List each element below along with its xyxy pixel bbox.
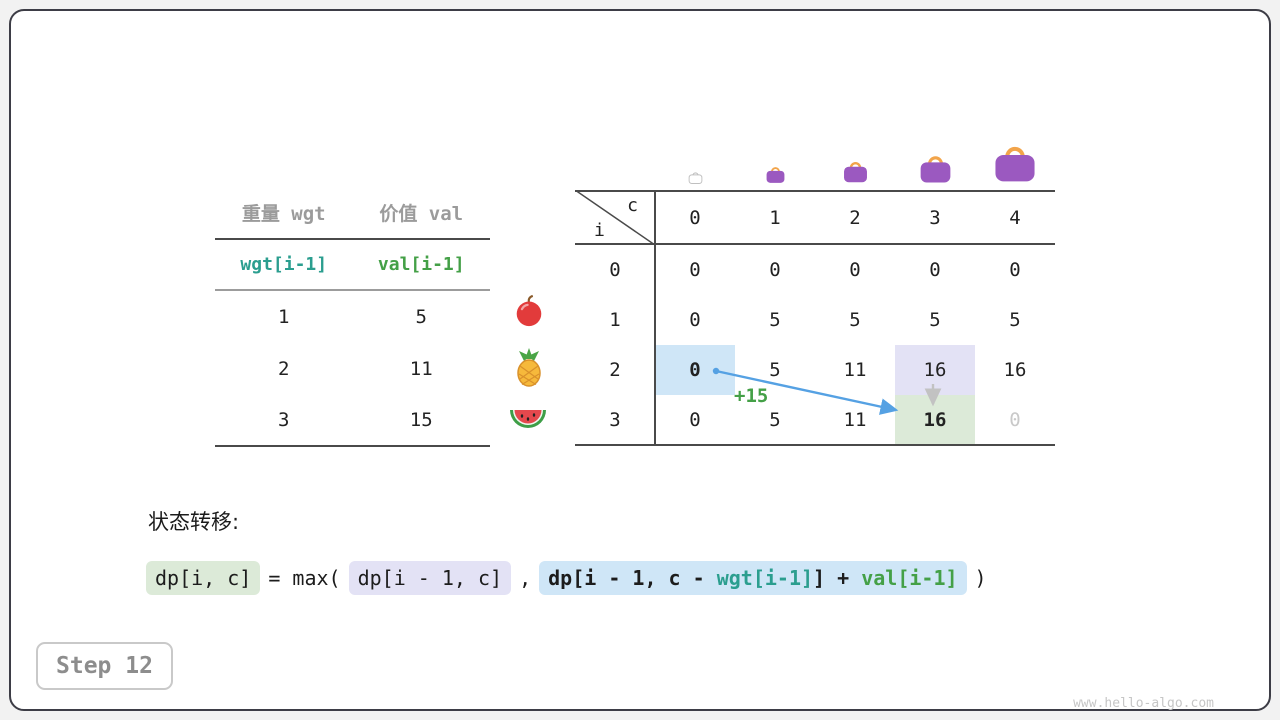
item-3-weight: 3	[278, 409, 290, 431]
dp-grid: c i 0 1 2 3 4 0 0 0 0 0 0 1 0 5 5 5 5 2 …	[575, 190, 1055, 445]
dp-row-header-3: 3	[609, 409, 621, 431]
dp-bottom-border	[575, 444, 1055, 446]
corner-row-label: i	[594, 220, 605, 241]
dp-col-header-4: 4	[1009, 206, 1021, 229]
dp-cell-0-0: 0	[689, 259, 701, 281]
dp-col-header-1: 1	[769, 206, 781, 229]
dp-table: c i 0 1 2 3 4 0 0 0 0 0 0 1 0 5 5 5 5 2 …	[575, 190, 1055, 446]
dp-row-header-1: 1	[609, 309, 621, 331]
watermark: www.hello-algo.com	[1073, 696, 1214, 711]
dp-cell-0-1: 0	[769, 259, 781, 281]
watermelon-icon	[508, 404, 548, 438]
val-formula-label: val[i-1]	[377, 254, 465, 275]
step-indicator: Step 12	[36, 642, 173, 690]
bag-icon-capacity-2	[815, 158, 895, 184]
dp-top-border	[575, 190, 1055, 192]
dp-col-header-0: 0	[689, 206, 701, 229]
state-transition-label: 状态转移:	[148, 510, 240, 534]
items-table-header: 重量 wgt 价值 val	[215, 186, 490, 240]
bag-icon-capacity-1	[735, 164, 815, 184]
dp-take-term: dp[i - 1, c - wgt[i-1]] + val[i-1]	[539, 561, 967, 595]
item-1-value: 5	[415, 306, 427, 328]
close-paren-text: )	[974, 566, 987, 590]
item-2-weight: 2	[278, 358, 290, 380]
dp-col-header-2: 2	[849, 206, 861, 229]
dp-cell-0-4: 0	[1009, 259, 1021, 281]
dp-cell-3-0: 0	[689, 409, 701, 431]
take-term-prefix: dp[i - 1, c -	[548, 566, 717, 590]
dp-current-term: dp[i, c]	[146, 561, 261, 595]
value-column-header: 价值 val	[379, 202, 464, 225]
dp-cell-3-4-pending: 0	[1009, 409, 1021, 431]
dp-cell-2-0-source-highlight: 0	[655, 345, 735, 395]
weight-column-header: 重量 wgt	[241, 202, 326, 225]
dp-vertical-border	[654, 190, 656, 446]
dp-cell-2-3-compare-highlight: 16	[895, 345, 975, 395]
pineapple-icon	[510, 348, 548, 392]
capacity-bags-row	[655, 124, 1055, 184]
dp-cell-3-3-result-highlight: 16	[895, 395, 975, 445]
dp-col-header-3: 3	[929, 206, 941, 229]
take-term-val: val[i-1]	[861, 566, 958, 590]
dp-cell-1-3: 5	[929, 309, 941, 331]
bag-icon-capacity-3	[895, 151, 975, 184]
transition-gain-label: +15	[734, 385, 769, 407]
item-1-weight: 1	[278, 306, 290, 328]
dp-header-border	[575, 243, 1055, 245]
take-term-wgt: wgt[i-1]	[716, 566, 814, 590]
item-row-3: 3 15	[215, 395, 490, 447]
item-2-value: 11	[409, 358, 433, 380]
equals-max-text: = max(	[268, 566, 341, 590]
apple-icon	[512, 294, 546, 332]
dp-skip-term: dp[i - 1, c]	[348, 561, 512, 595]
wgt-formula-label: wgt[i-1]	[240, 254, 328, 275]
step-label: Step 12	[56, 653, 153, 679]
bag-icon-capacity-4	[975, 140, 1055, 184]
transition-formula: dp[i, c] = max( dp[i - 1, c] , dp[i - 1,…	[146, 561, 988, 595]
comma-text: ,	[519, 566, 532, 590]
item-row-2: 2 11	[215, 343, 490, 395]
dp-cell-2-4: 16	[1003, 359, 1027, 381]
take-term-mid: ] +	[813, 566, 862, 590]
item-row-1: 1 5	[215, 291, 490, 343]
corner-col-label: c	[627, 195, 638, 216]
dp-corner-cell: c i	[575, 190, 655, 245]
items-table-formula-row: wgt[i-1] val[i-1]	[215, 240, 490, 291]
dp-cell-1-4: 5	[1009, 309, 1021, 331]
dp-row-header-2: 2	[609, 359, 621, 381]
dp-cell-2-2: 11	[843, 359, 867, 381]
dp-cell-1-1: 5	[769, 309, 781, 331]
dp-cell-1-2: 5	[849, 309, 861, 331]
item-3-value: 15	[409, 409, 433, 431]
dp-cell-0-3: 0	[929, 259, 941, 281]
bag-icon-capacity-0	[655, 170, 735, 184]
dp-cell-0-2: 0	[849, 259, 861, 281]
dp-cell-3-1: 5	[769, 409, 781, 431]
dp-cell-1-0: 0	[689, 309, 701, 331]
items-table: 重量 wgt 价值 val wgt[i-1] val[i-1] 1 5 2 11…	[215, 186, 490, 447]
dp-cell-3-2: 11	[843, 409, 867, 431]
dp-row-header-0: 0	[609, 259, 621, 281]
corner-diagonal-line	[575, 190, 655, 245]
